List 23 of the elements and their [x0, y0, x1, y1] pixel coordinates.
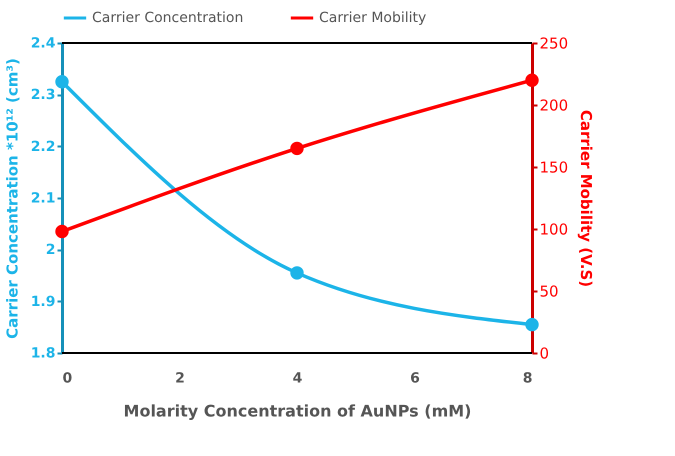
y2-axis-title: Carrier Mobility (V.S)	[577, 110, 596, 288]
y-axis-title: Carrier Concentration *10¹² (cm³)	[4, 58, 22, 339]
y-tick-label: 1.9	[30, 294, 56, 310]
x-tick-label: 6	[410, 370, 420, 386]
y2-tick-label: 150	[540, 158, 568, 176]
y2-tick-label: 200	[540, 96, 568, 114]
y2-tick-label: 0	[540, 344, 550, 362]
y-tick-label: 2.2	[30, 138, 56, 155]
y-tick-label: 1.8	[30, 346, 56, 362]
y2-tick-label: 250	[540, 34, 568, 52]
y-tick-label: 2.4	[30, 36, 56, 52]
y-tick-label: 2	[46, 242, 56, 258]
legend-label: Carrier Concentration	[92, 10, 244, 26]
x-tick-label: 4	[292, 370, 303, 386]
y2-tick-label: 100	[540, 220, 568, 238]
y-tick-label: 2.3	[30, 87, 56, 104]
legend-label: Carrier Mobility	[319, 10, 426, 26]
y2-tick-label: 50	[540, 282, 559, 300]
x-tick-label: 8	[522, 370, 532, 386]
y-tick-label: 2.1	[30, 190, 56, 206]
x-tick-label: 0	[62, 370, 72, 386]
x-tick-label: 2	[175, 370, 185, 386]
x-axis-title: Molarity Concentration of AuNPs (mM)	[124, 402, 472, 420]
